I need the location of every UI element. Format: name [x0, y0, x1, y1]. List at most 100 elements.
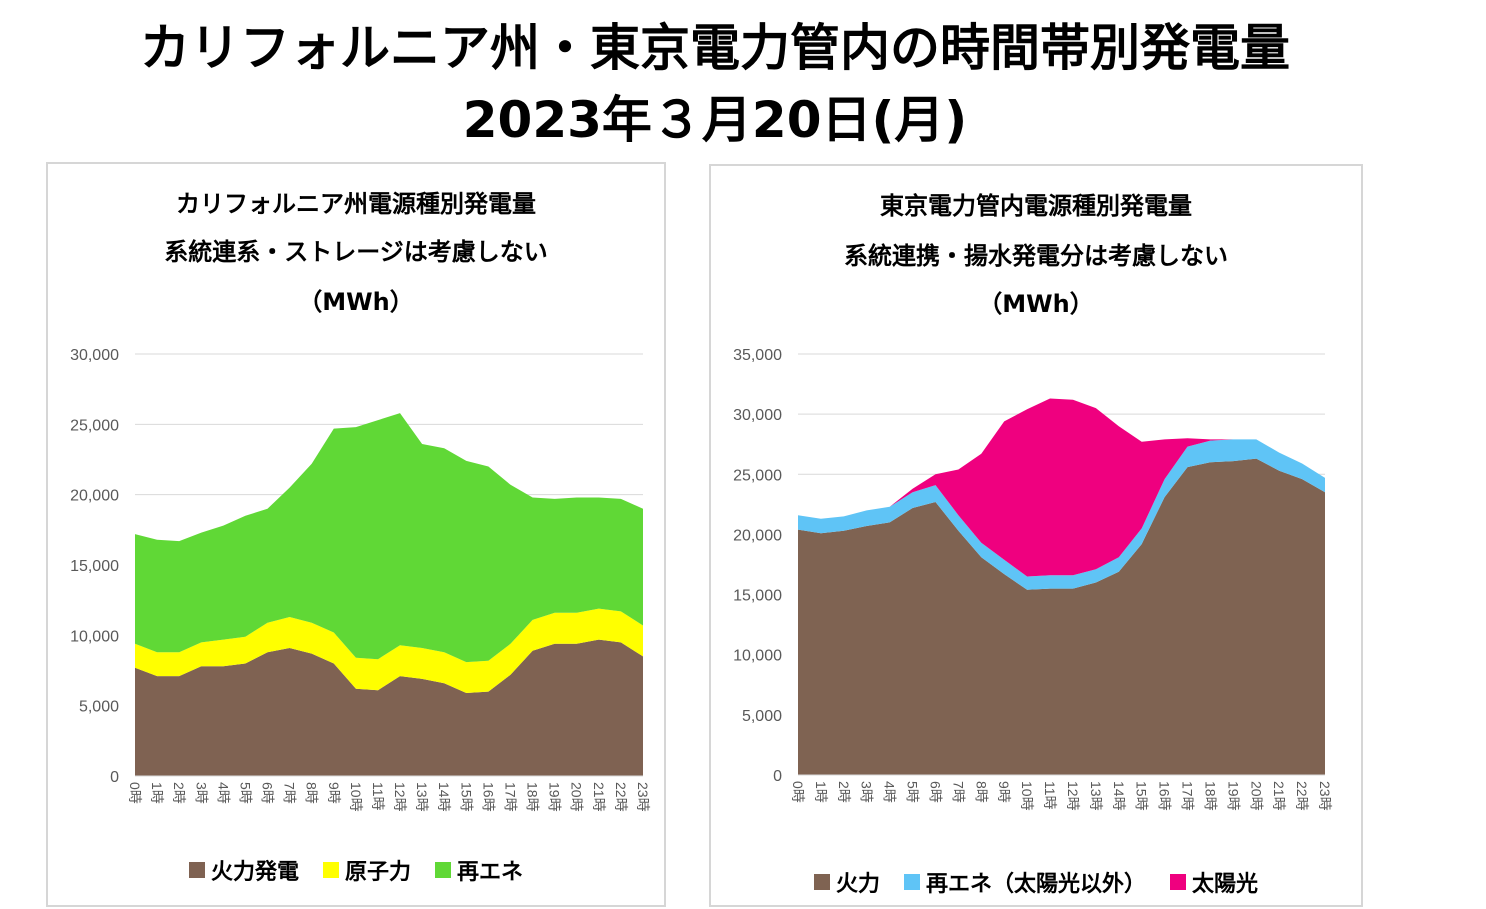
- x-tick-label: 20時: [569, 782, 585, 812]
- y-tick-label: 10,000: [733, 648, 782, 665]
- y-tick-label: 15,000: [70, 558, 119, 575]
- x-tick-label: 7時: [950, 781, 966, 803]
- x-tick-label: 9時: [326, 782, 342, 804]
- y-tick-label: 5,000: [742, 708, 782, 725]
- x-tick-label: 5時: [237, 782, 253, 804]
- x-tick-label: 22時: [613, 782, 629, 812]
- x-tick-label: 11時: [1042, 781, 1058, 810]
- x-tick-label: 2時: [171, 782, 187, 804]
- area-series-2: [798, 398, 1325, 577]
- x-tick-label: 15時: [458, 782, 474, 812]
- legend-item-solar: 太陽光: [1170, 866, 1258, 898]
- x-tick-label: 5時: [905, 781, 921, 803]
- main-subtitle-date: 2023年３月20日(月): [462, 91, 968, 149]
- x-tick-label: 13時: [414, 782, 430, 812]
- y-tick-label: 25,000: [70, 417, 119, 434]
- x-tick-label: 4時: [215, 782, 231, 804]
- legend-item-renewables: 再エネ: [435, 854, 523, 886]
- x-tick-label: 2時: [836, 781, 852, 803]
- x-tick-label: 14時: [436, 782, 452, 812]
- tokyo-area-chart: 0 5,000 10,000 15,000 20,000 25,000 30,000 35,0…: [733, 347, 1333, 811]
- legend-label-solar: 太陽光: [1192, 872, 1259, 897]
- y-tick-label: 0: [110, 769, 119, 786]
- legend-swatch-thermal: [188, 862, 205, 878]
- x-tick-label: 0時: [127, 782, 143, 804]
- y-tick-label: 20,000: [733, 527, 782, 544]
- area-series-1: [798, 439, 1325, 590]
- x-tick-label: 12時: [392, 782, 408, 812]
- tokyo-chart-title-unit: （MWh）: [978, 290, 1094, 318]
- x-tick-label: 10時: [348, 782, 364, 812]
- x-tick-label: 18時: [1202, 781, 1218, 811]
- x-tick-label: 8時: [973, 781, 989, 803]
- area-series-0: [798, 458, 1325, 775]
- y-tick-label: 30,000: [70, 347, 119, 364]
- x-tick-label: 0時: [790, 781, 806, 803]
- legend-item-nuclear: 原子力: [322, 854, 411, 886]
- legend-swatch-renewables-non-solar: [903, 874, 920, 890]
- x-tick-label: 7時: [282, 782, 298, 804]
- tokyo-legend: 火力 再エネ（太陽光以外） 太陽光: [711, 866, 1361, 898]
- legend-swatch-renewables: [435, 862, 451, 878]
- california-chart-title-line1: カリフォルニア州電源種別発電量: [176, 190, 536, 218]
- x-tick-label: 4時: [882, 781, 898, 803]
- tokyo-chart-title-line1: 東京電力管内電源種別発電量: [880, 192, 1192, 220]
- x-tick-label: 22時: [1294, 781, 1310, 811]
- area-series-2: [135, 413, 643, 663]
- y-tick-label: 30,000: [733, 407, 782, 424]
- tokyo-chart-panel: 東京電力管内電源種別発電量 系統連携・揚水発電分は考慮しない （MWh） 0 5,…: [709, 164, 1363, 907]
- y-tick-label: 25,000: [733, 467, 782, 484]
- x-tick-label: 23時: [1317, 781, 1333, 811]
- legend-item-thermal: 火力: [813, 866, 880, 898]
- y-tick-label: 0: [773, 768, 782, 785]
- x-tick-label: 14時: [1111, 781, 1127, 811]
- legend-label-thermal: 火力: [835, 872, 880, 897]
- california-legend: 火力発電 原子力 再エネ: [48, 854, 664, 886]
- x-tick-label: 1時: [813, 781, 829, 803]
- x-tick-label: 13時: [1088, 781, 1104, 811]
- x-tick-label: 11時: [370, 782, 386, 811]
- california-chart-panel: カリフォルニア州電源種別発電量 系統連系・ストレージは考慮しない （MWh） 0…: [46, 162, 666, 907]
- y-tick-label: 10,000: [70, 628, 119, 645]
- x-tick-label: 18時: [525, 782, 541, 812]
- x-tick-label: 15時: [1134, 781, 1150, 811]
- tokyo-chart-title-line2: 系統連携・揚水発電分は考慮しない: [844, 242, 1228, 270]
- x-tick-label: 1時: [149, 782, 165, 804]
- y-tick-label: 5,000: [79, 699, 119, 716]
- x-tick-label: 17時: [503, 782, 519, 812]
- x-tick-label: 23時: [635, 782, 651, 812]
- legend-label-nuclear: 原子力: [344, 860, 411, 885]
- x-tick-label: 19時: [547, 782, 563, 812]
- main-title: カリフォルニア州・東京電力管内の時間帯別発電量: [140, 19, 1290, 77]
- x-tick-label: 20時: [1248, 781, 1264, 811]
- california-area-chart: 0 5,000 10,000 15,000 20,000 25,000 30,000 0時 1時…: [70, 347, 651, 812]
- x-tick-label: 10時: [1019, 781, 1035, 811]
- x-tick-label: 9時: [996, 781, 1012, 803]
- x-tick-label: 6時: [260, 782, 276, 804]
- legend-swatch-thermal: [813, 874, 830, 890]
- x-tick-label: 21時: [591, 782, 607, 812]
- legend-label-thermal: 火力発電: [210, 860, 299, 885]
- legend-item-thermal: 火力発電: [188, 854, 299, 886]
- y-tick-label: 35,000: [733, 347, 782, 364]
- area-series-1: [135, 608, 643, 693]
- legend-swatch-nuclear: [322, 862, 339, 878]
- x-tick-label: 19時: [1225, 781, 1241, 811]
- x-tick-label: 6時: [928, 781, 944, 803]
- x-tick-label: 3時: [193, 782, 209, 804]
- x-tick-label: 21時: [1271, 781, 1287, 811]
- x-tick-label: 3時: [859, 781, 875, 803]
- x-tick-label: 16時: [480, 782, 496, 812]
- legend-label-renewables-non-solar: 再エネ（太陽光以外）: [925, 872, 1146, 897]
- legend-swatch-solar: [1170, 874, 1186, 890]
- california-chart-title-line2: 系統連系・ストレージは考慮しない: [164, 238, 548, 266]
- legend-label-renewables: 再エネ: [457, 860, 524, 885]
- california-chart-title-unit: （MWh）: [298, 288, 414, 316]
- area-series-0: [135, 639, 643, 776]
- x-tick-label: 8時: [304, 782, 320, 804]
- x-tick-label: 12時: [1065, 781, 1081, 811]
- y-tick-label: 15,000: [733, 588, 782, 605]
- y-tick-label: 20,000: [70, 488, 119, 505]
- x-tick-label: 17時: [1180, 781, 1196, 811]
- x-tick-label: 16時: [1157, 781, 1173, 811]
